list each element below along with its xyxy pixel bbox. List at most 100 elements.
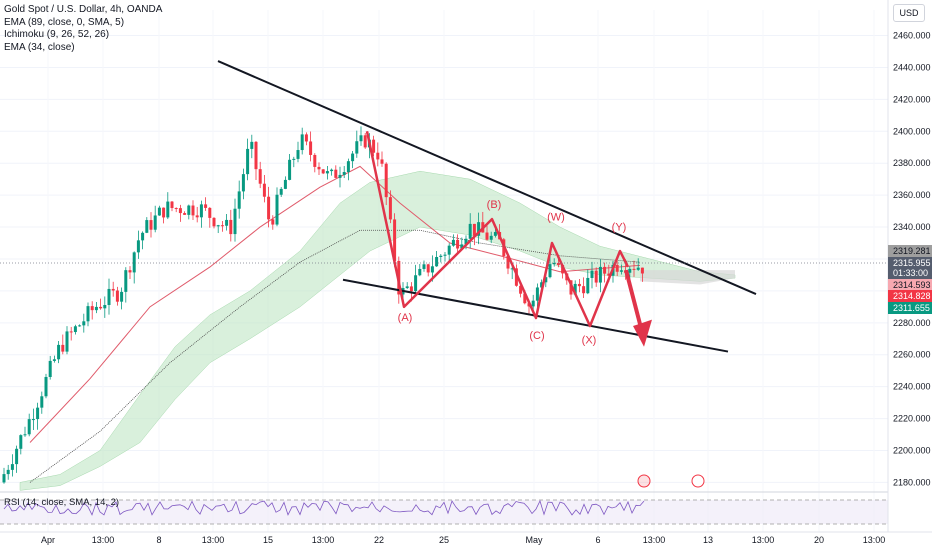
legend-ichimoku[interactable]: Ichimoku (9, 26, 52, 26) — [4, 29, 110, 40]
wave-label: (C) — [529, 330, 544, 342]
candle-body — [351, 153, 355, 162]
price-tick-label: 2340.000 — [893, 222, 931, 232]
candle-body — [422, 264, 426, 269]
candle-body — [52, 359, 56, 361]
candle-body — [103, 305, 107, 309]
candle-body — [107, 288, 111, 306]
candle-body — [157, 207, 161, 216]
time-tick-label: 13:00 — [202, 535, 225, 545]
legend-ema89[interactable]: EMA (89, close, 0, SMA, 5) — [4, 16, 125, 28]
candle-body — [94, 306, 98, 311]
candle-body — [128, 270, 132, 273]
candle-body — [2, 474, 6, 483]
time-tick-label: 20 — [814, 535, 824, 545]
time-tick-label: 6 — [595, 535, 600, 545]
candle-body — [115, 290, 119, 302]
price-label: 01:33:00 — [893, 268, 928, 278]
legend: Gold Spot / U.S. Dollar, 4h, OANDA EMA (… — [4, 4, 162, 54]
candle-body — [384, 163, 388, 198]
candle-body — [313, 154, 317, 167]
rsi-line — [3, 499, 645, 516]
candle-body — [170, 201, 174, 209]
candle-body — [439, 255, 443, 257]
trendline-upper — [217, 60, 757, 296]
candle-body — [363, 135, 367, 148]
wave-label: (A) — [398, 312, 413, 324]
price-label-bg — [888, 290, 932, 302]
candle-body — [267, 196, 271, 220]
candle-body — [346, 161, 350, 173]
price-label-bg — [888, 302, 932, 314]
candle-body — [393, 219, 397, 261]
rsi-band — [0, 500, 888, 524]
candle-body — [145, 220, 149, 233]
candle-body — [561, 264, 565, 274]
rsi-legend[interactable]: RSI (14, close, SMA, 14, 2) — [4, 497, 120, 508]
candle-body — [233, 208, 237, 235]
candle-body — [187, 205, 191, 215]
candles — [2, 126, 644, 484]
candle-body — [166, 201, 170, 218]
candle-body — [90, 306, 94, 311]
candle-body — [619, 270, 623, 272]
candle-body — [573, 283, 577, 295]
candle-body — [544, 277, 548, 283]
price-label: 2319.281 — [893, 246, 931, 256]
price-tick-label: 2240.000 — [893, 382, 931, 392]
candle-body — [426, 264, 430, 273]
candle-body — [212, 217, 216, 227]
candle-body — [229, 219, 233, 235]
candle-body — [23, 434, 27, 436]
candle-body — [178, 208, 182, 214]
candle-body — [636, 267, 640, 270]
time-tick-label: 15 — [263, 535, 273, 545]
candle-body — [598, 266, 602, 283]
candle-body — [535, 287, 539, 301]
candle-body — [69, 331, 73, 333]
candle-body — [57, 344, 61, 360]
legend-ema34[interactable]: EMA (34, close) — [4, 41, 75, 53]
time-tick-label: 13:00 — [863, 535, 886, 545]
candle-body — [460, 244, 464, 249]
time-tick-label: 13:00 — [92, 535, 115, 545]
time-axis: Apr 13:00 8 13:00 15 13:00 22 25 May 6 13:00 13 13:0… — [0, 531, 932, 545]
legend-title: Gold Spot / U.S. Dollar, 4h, OANDA — [4, 4, 163, 15]
candle-body — [632, 268, 636, 270]
cloud-band — [19, 170, 736, 491]
candle-body — [288, 159, 292, 180]
candle-body — [250, 141, 254, 149]
currency-badge[interactable]: USD — [893, 4, 925, 22]
candle-body — [531, 300, 535, 307]
candle-body — [317, 166, 321, 170]
candle-body — [594, 270, 598, 283]
candle-body — [451, 239, 455, 246]
candle-body — [603, 266, 607, 274]
time-tick-label: 8 — [156, 535, 161, 545]
price-tick-label: 2280.000 — [893, 318, 931, 328]
candle-body — [342, 172, 346, 175]
price-tick-label: 2180.000 — [893, 477, 931, 487]
time-tick-label: 22 — [374, 535, 384, 545]
candle-body — [204, 204, 208, 208]
candle-body — [414, 275, 418, 292]
price-tick-label: 2360.000 — [893, 190, 931, 200]
candle-body — [208, 207, 212, 218]
candle-body — [40, 396, 44, 408]
candle-body — [141, 232, 145, 241]
candle-body — [292, 158, 296, 160]
candle-body — [582, 286, 586, 294]
candle-body — [225, 219, 229, 226]
candle-body — [556, 262, 560, 265]
candle-body — [36, 407, 40, 420]
price-tick-label: 2220.000 — [893, 414, 931, 424]
candle-body — [6, 469, 10, 475]
candle-body — [548, 264, 552, 278]
candle-body — [183, 213, 187, 215]
price-tick-label: 2200.000 — [893, 446, 931, 456]
time-tick-label: 25 — [439, 535, 449, 545]
candle-body — [607, 273, 611, 276]
candle-body — [309, 141, 313, 155]
candle-body — [10, 464, 14, 470]
